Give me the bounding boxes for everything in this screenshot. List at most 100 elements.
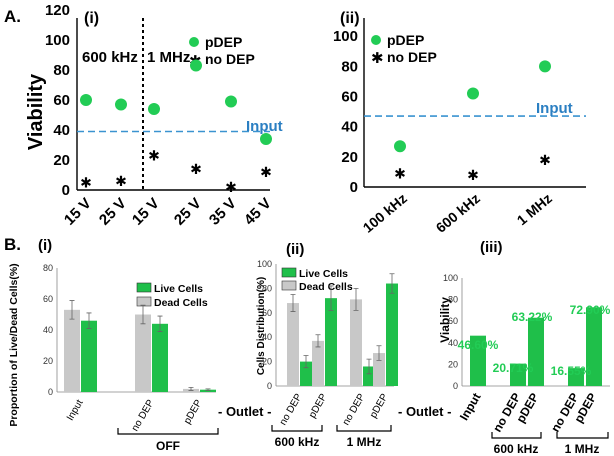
b-i-bar-dead	[135, 314, 151, 392]
b-iii-bar	[470, 335, 486, 386]
b-ii-errorbar-live	[303, 355, 309, 369]
b-ii-group-label-600khz: 600 kHz	[275, 435, 320, 449]
b-ii-errorbar-dead	[353, 288, 359, 311]
b-ii-bar-dead	[287, 303, 299, 386]
a-i-nodep-point: ✱	[225, 179, 237, 195]
b-iii-ytick-label: 80	[448, 295, 458, 305]
b-ii-bar-live	[363, 366, 375, 386]
a-i-panel-label: (i)	[84, 10, 99, 27]
b-i-ytick-label: 20	[43, 356, 53, 366]
a-i-ytick-label: 120	[45, 2, 70, 19]
b-iii-data-label: 16.55%	[551, 364, 592, 378]
a-ii-ytick-label: 60	[341, 89, 358, 106]
b-iii-bar	[510, 363, 526, 386]
b-ii-ytick-label: 20	[262, 357, 272, 367]
a-i-ytick-label: 60	[53, 92, 70, 109]
b-iii-ytick-label: 0	[453, 381, 458, 391]
a-i-pdep-point	[190, 59, 202, 72]
b-iii-data-label: 72.90%	[570, 303, 611, 317]
a-ii-legend-nodep-marker: ✱	[371, 50, 384, 67]
b-iii-group-label-600khz: 600 kHz	[494, 442, 539, 456]
b-i-xtick-label: Input	[65, 398, 86, 423]
a-ii-pdep-point	[467, 87, 479, 100]
b-iii-bar	[586, 307, 602, 386]
a-ii-xtick-label: 1 MHz	[514, 190, 555, 228]
a-ii-ytick-label: 40	[341, 119, 358, 136]
chart-a-ii: (ii) Input pDEP ✱ no DEP 0 20 40 60 80 100 100…	[333, 10, 586, 236]
a-ii-xtick-label: 600 kHz	[433, 190, 483, 236]
b-ii-group-label-1mhz: 1 MHz	[347, 435, 382, 449]
b-i-legend-live: Live Cells	[154, 283, 203, 295]
a-ii-legend-pdep-marker	[371, 35, 381, 45]
a-ii-legend: pDEP ✱ no DEP	[371, 32, 437, 67]
b-ii-ytick-label: 0	[267, 381, 272, 391]
b-ii-errorbar-live	[366, 358, 372, 375]
b-ii-bracket-1mhz	[336, 425, 392, 432]
a-i-ytick-label: 20	[53, 152, 70, 169]
b-i-xtick-label: no DEP	[130, 398, 157, 434]
a-i-pdep-point	[148, 103, 160, 115]
a-ii-legend-pdep: pDEP	[387, 32, 424, 48]
a-i-xtick-label: 35 V	[206, 195, 240, 229]
a-i-group-label-600khz: 600 kHz	[82, 49, 138, 66]
b-i-ytick-label: 60	[43, 294, 53, 304]
a-i-legend-pdep: pDEP	[205, 34, 242, 50]
a-i-pdep-point	[260, 133, 272, 145]
b-ii-xtick-label: no DEP	[278, 392, 305, 428]
b-i-ytick-label: 0	[48, 387, 53, 397]
b-ii-bar-dead	[373, 353, 385, 386]
a-ii-pdep-point	[394, 140, 406, 153]
b-i-xtick-label: pDEP	[182, 398, 205, 426]
a-ii-ytick-label: 100	[333, 28, 358, 45]
a-i-ylabel: Viability	[25, 73, 47, 150]
b-i-ylabel: Proportion of Live/Dead Cells(%)	[8, 263, 20, 426]
b-i-errorbar-dead	[188, 386, 194, 391]
b-ii-errorbar-dead	[376, 345, 382, 361]
b-ii-errorbar-live	[328, 285, 334, 311]
a-i-xtick-label: 45 V	[241, 195, 275, 229]
a-i-ytick-label: 80	[53, 62, 70, 79]
panel-label-b: B.	[4, 235, 21, 254]
a-i-xtick-label: 15 V	[61, 195, 95, 229]
a-ii-pdep-point	[539, 60, 551, 73]
b-ii-legend-live-swatch	[281, 267, 297, 278]
a-i-nodep-point: ✱	[190, 161, 202, 177]
b-i-ytick-label: 40	[43, 325, 53, 335]
a-ii-ytick-label: 80	[341, 58, 358, 75]
a-ii-input-label: Input	[536, 100, 573, 117]
b-iii-data-label: 20.71%	[493, 361, 534, 375]
a-i-xtick-label: 25 V	[96, 195, 130, 229]
b-ii-legend-dead: Dead Cells	[299, 281, 353, 293]
chart-b-iii: (iii) Viability 600 kHz 1 MHz 0 20 40 60 80 1…	[438, 239, 611, 456]
a-ii-panel-label: (ii)	[340, 10, 360, 27]
a-ii-legend-nodep: no DEP	[387, 49, 437, 65]
b-i-panel-label: (i)	[38, 237, 52, 254]
b-iii-bracket-600khz	[491, 432, 542, 439]
b-iii-group-label-1mhz: 1 MHz	[565, 442, 600, 456]
a-ii-ytick-label: 0	[350, 179, 358, 196]
b-ii-bar-live	[300, 361, 312, 386]
b-ii-ytick-label: 80	[262, 283, 272, 293]
b-ii-outlet-label: - Outlet -	[398, 404, 451, 419]
b-ii-ytick-label: 60	[262, 308, 272, 318]
b-iii-bar	[568, 368, 584, 386]
a-ii-nodep-point: ✱	[467, 167, 479, 183]
b-iii-ytick-label: 20	[448, 359, 458, 369]
a-i-nodep-point: ✱	[80, 175, 92, 191]
chart-b-i: (i) Proportion of Live/Dead Cells(%) Liv…	[8, 237, 271, 453]
a-i-pdep-point	[115, 98, 127, 111]
b-ii-xtick-label: pDEP	[307, 392, 330, 420]
b-i-group-bracket	[117, 428, 219, 435]
b-i-bar-live	[152, 323, 168, 392]
b-iii-panel-label: (iii)	[480, 239, 503, 256]
a-i-ytick-label: 40	[53, 122, 70, 139]
a-i-xtick-label: 15 V	[129, 195, 163, 229]
a-i-group-label-1mhz: 1 MHz	[147, 49, 190, 66]
b-i-errorbar-dead	[69, 300, 75, 320]
b-iii-data-label: 46.60%	[458, 338, 499, 352]
b-ii-xtick-label: pDEP	[368, 392, 391, 420]
b-i-bar-dead	[64, 309, 80, 392]
b-ii-xtick-label: no DEP	[341, 392, 368, 428]
b-i-legend-dead: Dead Cells	[154, 297, 208, 309]
